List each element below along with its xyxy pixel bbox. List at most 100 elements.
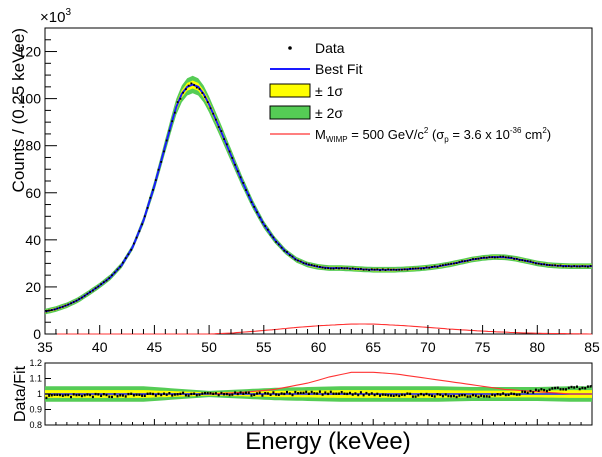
data-points	[45, 82, 592, 313]
ratio-data-point	[493, 394, 496, 397]
data-point	[190, 82, 193, 85]
data-point	[546, 263, 548, 266]
data-point	[182, 91, 184, 94]
ratio-data-point	[165, 393, 168, 396]
data-point	[171, 120, 174, 123]
data-point	[392, 268, 395, 271]
ratio-data-point	[480, 394, 483, 397]
ratio-data-point	[138, 393, 141, 396]
ratio-data-point	[510, 392, 513, 395]
legend-wimp-label: MWIMP = 500 GeV/c2 (σp = 3.6 x 10-36 cm2…	[315, 126, 551, 144]
data-point	[480, 257, 483, 259]
data-point	[368, 269, 370, 271]
data-point	[381, 268, 384, 271]
ratio-data-point	[297, 392, 299, 395]
data-point	[242, 182, 245, 184]
data-point	[305, 262, 308, 265]
data-point	[422, 267, 425, 270]
ratio-data-point	[545, 389, 548, 393]
ratio-data-point	[217, 393, 220, 397]
ratio-y-axis-ticks: 0.8 0.9 1 1.1 1.2	[29, 358, 51, 430]
data-point	[226, 143, 228, 146]
data-point	[179, 97, 182, 100]
ratio-data-point	[59, 393, 61, 397]
data-point	[195, 86, 198, 89]
ratio-data-point	[94, 392, 97, 396]
ratio-data-point	[291, 393, 294, 397]
data-point	[351, 267, 354, 270]
ratio-data-point	[72, 393, 75, 396]
ratio-data-point	[368, 393, 371, 396]
ratio-data-point	[305, 390, 308, 394]
data-point	[540, 263, 543, 266]
ratio-data-point	[307, 392, 310, 395]
data-point	[130, 248, 133, 251]
ratio-data-point	[182, 391, 185, 395]
ratio-data-point	[214, 392, 217, 395]
data-point	[100, 283, 102, 285]
data-point	[149, 196, 152, 199]
data-point	[529, 260, 532, 263]
ratio-data-point	[266, 392, 269, 395]
data-point	[524, 259, 526, 262]
legend: Data Best Fit ± 1σ ± 2σ MWIMP = 500 GeV/…	[269, 40, 551, 144]
data-point	[472, 258, 474, 260]
ratio-data-point	[392, 394, 395, 397]
ratio-data-point	[365, 391, 368, 395]
data-point	[414, 267, 417, 270]
ratio-data-point	[91, 395, 94, 399]
data-point	[209, 107, 212, 110]
ratio-data-point	[428, 393, 431, 397]
ratio-x-axis-ticks	[44, 419, 593, 425]
ratio-data-point	[324, 391, 327, 394]
data-point	[401, 268, 403, 271]
ratio-data-point	[204, 391, 206, 395]
ratio-data-point	[562, 388, 565, 391]
ratio-data-point	[113, 393, 116, 396]
data-point	[277, 243, 280, 246]
data-point	[379, 269, 381, 272]
ratio-data-point	[190, 392, 193, 396]
y-tick-label: 120	[18, 44, 42, 60]
data-point	[264, 225, 267, 227]
data-point	[258, 216, 261, 219]
ratio-data-point	[132, 394, 135, 397]
data-point	[102, 281, 105, 283]
ratio-data-point	[351, 393, 354, 396]
data-point	[518, 259, 521, 261]
data-point	[280, 246, 283, 249]
data-point	[447, 263, 450, 265]
data-point	[384, 269, 387, 271]
data-point	[236, 170, 239, 173]
x-tick-label: 65	[365, 339, 381, 355]
ratio-data-point	[206, 391, 209, 395]
data-point	[587, 265, 589, 268]
ratio-data-point	[135, 393, 138, 396]
ratio-data-point	[149, 392, 152, 395]
x-tick-label: 85	[584, 339, 600, 355]
ratio-y-tick-label: 1.2	[29, 358, 42, 368]
ratio-data-point	[157, 392, 160, 396]
ratio-data-point	[422, 393, 425, 397]
data-point	[288, 254, 291, 256]
ratio-data-point	[586, 385, 589, 388]
data-point	[332, 267, 335, 270]
ratio-data-point	[261, 394, 264, 397]
ratio-data-point	[193, 392, 196, 395]
ratio-data-point	[313, 392, 316, 395]
ratio-data-point	[280, 392, 283, 395]
y-tick-label: 80	[25, 138, 41, 154]
ratio-data-point	[447, 394, 450, 398]
y-tick-label: 100	[18, 91, 42, 107]
ratio-data-point	[67, 393, 70, 397]
ratio-data-point	[80, 394, 83, 398]
data-point	[340, 267, 343, 269]
data-point	[565, 265, 567, 268]
ratio-data-point	[559, 388, 562, 391]
ratio-data-point	[537, 389, 540, 392]
data-point	[86, 292, 89, 295]
data-point	[187, 84, 190, 87]
data-point	[141, 223, 143, 226]
data-point	[168, 129, 171, 132]
